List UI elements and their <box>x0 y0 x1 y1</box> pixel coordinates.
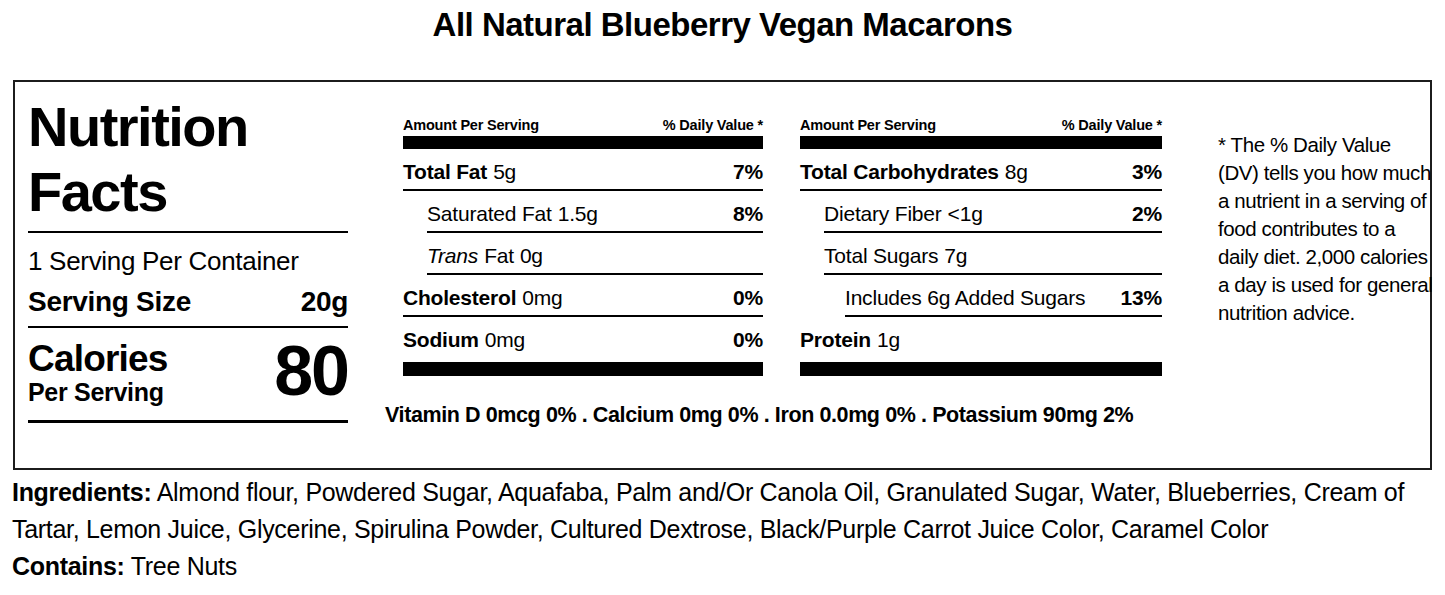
divider-thick-bar <box>800 136 1162 149</box>
divider-thick-bar <box>800 362 1162 376</box>
calories-label-block: Calories Per Serving <box>28 340 168 406</box>
total-sugars-row: Total Sugars 7g <box>824 233 1162 275</box>
amount-per-serving-header: Amount Per Serving <box>800 117 936 133</box>
total-fat-amount: 5g <box>493 160 516 184</box>
cholesterol-row: Cholesterol 0mg 0% <box>403 275 763 317</box>
added-sugars-label: Includes 6g Added Sugars <box>845 286 1085 310</box>
saturated-fat-amount: 1.5g <box>558 202 598 226</box>
divider-thick-bar <box>403 362 763 376</box>
protein-row: Protein 1g <box>800 317 1162 359</box>
fat-column: Amount Per Serving % Daily Value * Total… <box>403 117 763 376</box>
ingredients-label: Ingredients: <box>12 478 151 506</box>
cholesterol-label: Cholesterol <box>403 286 516 310</box>
saturated-fat-row: Saturated Fat 1.5g 8% <box>427 191 763 233</box>
total-carbohydrates-row: Total Carbohydrates 8g 3% <box>800 149 1162 191</box>
nutrition-facts-heading: Nutrition Facts <box>28 94 348 224</box>
daily-value-header: % Daily Value * <box>1062 117 1162 133</box>
total-carbohydrates-label: Total Carbohydrates <box>800 160 999 184</box>
serving-size-value: 20g <box>301 286 348 318</box>
total-carbohydrates-amount: 8g <box>1005 160 1028 184</box>
trans-fat-label: Fat <box>484 244 514 267</box>
total-fat-dv: 7% <box>733 160 763 184</box>
ingredients-statement: Ingredients: Almond flour, Powdered Suga… <box>12 474 1433 548</box>
saturated-fat-label: Saturated Fat <box>427 202 552 226</box>
calories-sublabel: Per Serving <box>28 378 168 406</box>
trans-fat-label-italic: Trans <box>427 244 478 267</box>
sodium-dv: 0% <box>733 328 763 352</box>
contains-label: Contains: <box>12 552 125 580</box>
divider-rule <box>28 231 348 233</box>
protein-label: Protein <box>800 328 871 352</box>
total-carbohydrates-dv: 3% <box>1132 160 1162 184</box>
dietary-fiber-row: Dietary Fiber <1g 2% <box>824 191 1162 233</box>
total-sugars-label: Total Sugars <box>824 244 938 268</box>
amount-per-serving-header: Amount Per Serving <box>403 117 539 133</box>
product-title: All Natural Blueberry Vegan Macarons <box>0 6 1445 44</box>
ingredients-text: Almond flour, Powdered Sugar, Aquafaba, … <box>12 478 1404 543</box>
servings-per-container: 1 Serving Per Container <box>28 246 348 277</box>
carb-column: Amount Per Serving % Daily Value * Total… <box>800 117 1162 376</box>
contains-statement: Contains: Tree Nuts <box>12 548 1433 585</box>
nutrition-facts-panel: Nutrition Facts 1 Serving Per Container … <box>13 80 1432 470</box>
total-fat-label: Total Fat <box>403 160 487 184</box>
saturated-fat-dv: 8% <box>733 202 763 226</box>
added-sugars-row: Includes 6g Added Sugars 13% <box>845 275 1162 317</box>
protein-amount: 1g <box>877 328 900 352</box>
trans-fat-row: Trans Fat 0g <box>427 233 763 275</box>
carb-column-header: Amount Per Serving % Daily Value * <box>800 117 1162 136</box>
divider-thick-bar <box>403 136 763 149</box>
cholesterol-amount: 0mg <box>522 286 562 310</box>
total-fat-row: Total Fat 5g 7% <box>403 149 763 191</box>
sodium-label: Sodium <box>403 328 479 352</box>
trans-fat-amount: 0g <box>520 244 543 268</box>
serving-size-row: Serving Size 20g <box>28 286 348 328</box>
dietary-fiber-amount: <1g <box>948 202 983 226</box>
micronutrients-line: Vitamin D 0mcg 0% . Calcium 0mg 0% . Iro… <box>385 403 1145 428</box>
fat-column-header: Amount Per Serving % Daily Value * <box>403 117 763 136</box>
daily-value-footnote: * The % Daily Value (DV) tells you how m… <box>1218 131 1434 327</box>
serving-size-label: Serving Size <box>28 286 191 318</box>
dietary-fiber-dv: 2% <box>1132 202 1162 226</box>
cholesterol-dv: 0% <box>733 286 763 310</box>
added-sugars-dv: 13% <box>1121 286 1162 310</box>
contains-text: Tree Nuts <box>125 552 237 580</box>
total-sugars-amount: 7g <box>944 244 967 268</box>
calories-label: Calories <box>28 340 168 378</box>
label-statements: Ingredients: Almond flour, Powdered Suga… <box>12 474 1433 585</box>
calories-row: Calories Per Serving 80 <box>28 340 348 423</box>
daily-value-header: % Daily Value * <box>663 117 763 133</box>
sodium-amount: 0mg <box>485 328 525 352</box>
sodium-row: Sodium 0mg 0% <box>403 317 763 359</box>
calories-value: 80 <box>274 338 348 406</box>
panel-left-column: Nutrition Facts 1 Serving Per Container … <box>28 94 348 423</box>
dietary-fiber-label: Dietary Fiber <box>824 202 942 226</box>
